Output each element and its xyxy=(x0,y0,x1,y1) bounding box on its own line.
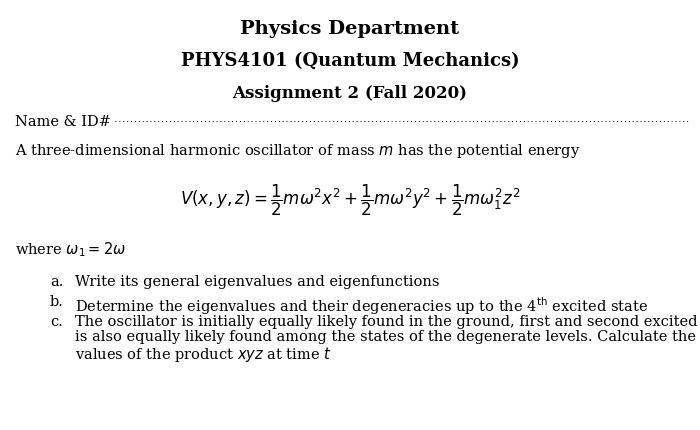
Text: A three-dimensional harmonic oscillator of mass $m$ has the potential energy: A three-dimensional harmonic oscillator … xyxy=(15,141,580,160)
Text: Assignment 2 (Fall 2020): Assignment 2 (Fall 2020) xyxy=(232,85,468,102)
Text: c.: c. xyxy=(50,314,63,328)
Text: Determine the eigenvalues and their degeneracies up to the 4$^{\mathrm{th}}$ exc: Determine the eigenvalues and their dege… xyxy=(75,294,648,316)
Text: $V(x, y, z) = \dfrac{1}{2}m\omega^2 x^2 + \dfrac{1}{2}m\omega^2 y^2 + \dfrac{1}{: $V(x, y, z) = \dfrac{1}{2}m\omega^2 x^2 … xyxy=(180,183,520,218)
Text: PHYS4101 (Quantum Mechanics): PHYS4101 (Quantum Mechanics) xyxy=(181,52,519,70)
Text: is also equally likely found among the states of the degenerate levels. Calculat: is also equally likely found among the s… xyxy=(75,329,700,343)
Text: Write its general eigenvalues and eigenfunctions: Write its general eigenvalues and eigenf… xyxy=(75,274,440,289)
Text: a.: a. xyxy=(50,274,64,289)
Text: values of the product $xyz$ at time $t$: values of the product $xyz$ at time $t$ xyxy=(75,344,332,363)
Text: Name & ID#: Name & ID# xyxy=(15,115,111,129)
Text: Physics Department: Physics Department xyxy=(240,20,460,38)
Text: b.: b. xyxy=(50,294,64,308)
Text: where $\omega_1 = 2\omega$: where $\omega_1 = 2\omega$ xyxy=(15,240,126,258)
Text: The oscillator is initially equally likely found in the ground, first and second: The oscillator is initially equally like… xyxy=(75,314,700,328)
